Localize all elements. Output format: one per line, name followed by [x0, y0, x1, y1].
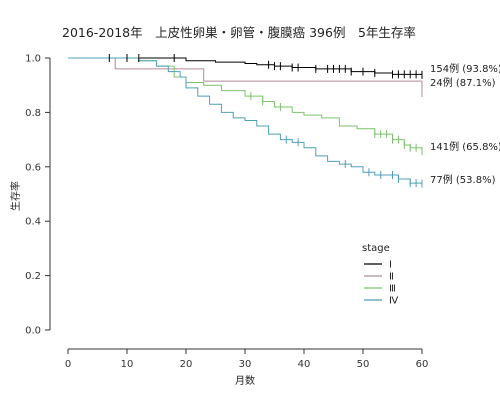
- y-tick-label: 0.6: [25, 162, 41, 173]
- y-tick-label: 0.0: [25, 326, 41, 337]
- x-tick-label: 10: [121, 359, 134, 370]
- x-tick-label: 20: [180, 359, 193, 370]
- survival-curves: [68, 57, 423, 184]
- y-tick-label: 0.2: [25, 271, 41, 282]
- x-tick-label: 30: [239, 359, 252, 370]
- legend-label-stage-3: Ⅲ: [389, 284, 396, 295]
- end-label-stage-3: 141例 (65.8%): [430, 140, 500, 153]
- end-label-stage-4: 77例 (53.8%): [430, 173, 496, 186]
- chart-title: 2016-2018年 上皮性卵巣・卵管・腹膜癌 396例 5年生存率: [62, 25, 416, 40]
- y-tick-label: 0.8: [25, 108, 41, 119]
- x-tick-label: 40: [298, 359, 311, 370]
- x-axis-label: 月数: [235, 374, 255, 387]
- axes: 0.0 0.2 0.4 0.6 0.8 1.0 0 10 20 30 40 50 60 月数 生存率: [9, 54, 428, 388]
- legend-label-stage-2: Ⅱ: [389, 272, 394, 283]
- legend-label-stage-4: Ⅳ: [389, 296, 399, 307]
- censor-marks: [108, 54, 423, 188]
- end-label-stage-1: 154例 (93.8%): [430, 62, 500, 75]
- x-tick-label: 0: [65, 359, 71, 370]
- survival-curve-stage-1: [68, 57, 423, 75]
- x-tick-label: 50: [357, 359, 370, 370]
- legend-title: stage: [362, 243, 390, 254]
- legend-label-stage-1: Ⅰ: [389, 260, 392, 271]
- y-axis-label: 生存率: [9, 181, 22, 211]
- end-label-stage-2: 24例 (87.1%): [430, 76, 496, 89]
- y-tick-label: 1.0: [25, 54, 41, 65]
- survival-curve-stage-4: [68, 57, 423, 184]
- x-tick-label: 60: [416, 359, 429, 370]
- end-labels: 154例 (93.8%)24例 (87.1%) 141例 (65.8%) 77例 (…: [430, 62, 500, 186]
- y-tick-label: 0.4: [25, 217, 41, 228]
